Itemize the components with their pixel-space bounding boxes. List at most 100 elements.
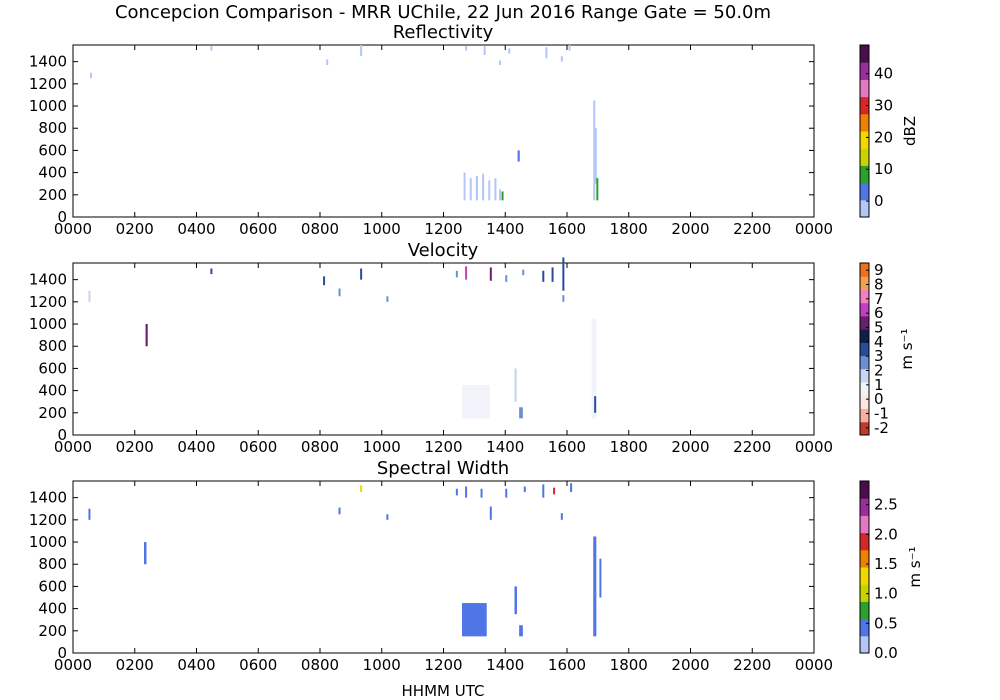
data-cell-velocity <box>88 290 91 302</box>
data-cell-reflectivity <box>465 46 468 51</box>
data-cell-reflectivity <box>326 59 329 65</box>
data-cell-velocity <box>360 268 363 280</box>
data-cell-reflectivity <box>482 173 485 201</box>
data-cell-spectral-width <box>462 603 487 637</box>
colorbar-segment <box>860 355 869 370</box>
x-tick-label: 1600 <box>548 220 586 238</box>
colorbar-label-spectral-width: m s⁻¹ <box>906 546 924 587</box>
y-ticks-velocity: 0 200 400 600 800 1000 1200 1400 <box>29 271 814 444</box>
colorbar-segment <box>860 498 869 516</box>
colorbar-tick-label: 4 <box>874 333 884 351</box>
data-cell-velocity <box>551 267 554 282</box>
x-tick-label: 0400 <box>177 220 215 238</box>
data-cell-velocity <box>522 269 525 276</box>
data-cell-spectral-width <box>455 488 458 496</box>
x-tick-label: 0400 <box>177 656 215 674</box>
colorbar-label-velocity: m s⁻¹ <box>898 328 916 369</box>
x-ticks-spectral-width: 0000 0200 0400 0600 0800 1000 1200 1400 1600 1800… <box>54 481 833 674</box>
colorbar-segment <box>860 289 869 304</box>
x-tick-label: 2200 <box>733 220 771 238</box>
data-cells-spectral-width <box>88 483 602 637</box>
panel-title-velocity: Velocity <box>408 240 479 261</box>
data-cell-reflectivity <box>568 45 571 51</box>
x-tick-label: 1400 <box>486 220 524 238</box>
colorbar-segment <box>860 148 869 166</box>
x-tick-label: 0600 <box>239 220 277 238</box>
colorbar-segment <box>860 62 869 80</box>
data-cell-velocity <box>455 270 458 278</box>
colorbar-tick-label: 20 <box>874 128 893 146</box>
x-tick-label: 0000 <box>54 438 92 456</box>
colorbar-segment <box>860 342 869 357</box>
x-tick-label: 0000 <box>54 220 92 238</box>
colorbar-tick-label: 40 <box>874 65 893 83</box>
y-tick-label: 1000 <box>29 533 67 551</box>
colorbar-reflectivity: 0 10 20 30 40 <box>859 44 893 218</box>
y-tick-label: 800 <box>38 119 67 137</box>
data-cell-spectral-width <box>560 513 563 520</box>
data-cell-velocity <box>505 275 508 282</box>
colorbar-tick-label: 7 <box>874 290 884 308</box>
colorbar-segment <box>860 329 869 343</box>
colorbar-segment <box>860 45 869 63</box>
data-cell-velocity <box>145 324 148 347</box>
colorbar-segment <box>860 96 869 115</box>
colorbar-tick-label: 10 <box>874 160 893 178</box>
colorbar-tick-label: 0.0 <box>874 644 898 662</box>
data-cell-spectral-width <box>480 488 483 498</box>
x-tick-label: 1000 <box>363 220 401 238</box>
x-tick-label: 1600 <box>548 438 586 456</box>
colorbar-segment <box>860 584 869 602</box>
data-cell-spectral-width <box>465 486 468 498</box>
data-cell-reflectivity <box>517 150 520 162</box>
data-cell-velocity <box>562 295 565 302</box>
data-cell-velocity <box>323 276 326 286</box>
y-tick-label: 400 <box>38 164 67 182</box>
x-tick-label: 0200 <box>116 438 154 456</box>
data-cell-reflectivity <box>488 180 491 201</box>
x-tick-label: 0200 <box>116 220 154 238</box>
x-tick-label: 2000 <box>671 656 709 674</box>
colorbar-tick-label: 6 <box>874 304 884 322</box>
data-cell-spectral-width <box>542 484 545 498</box>
colorbar-segment <box>860 368 869 383</box>
colorbar-tick-label: 2.0 <box>874 525 898 543</box>
y-tick-label: 1200 <box>29 75 67 93</box>
data-cells-reflectivity <box>89 45 599 201</box>
colorbar-segment <box>860 165 869 184</box>
colorbar-segment <box>860 131 869 149</box>
x-tick-label: 1000 <box>363 438 401 456</box>
colorbar-tick-label: 1.0 <box>874 585 898 603</box>
x-tick-label: 1800 <box>610 438 648 456</box>
colorbar-tick-label: 1.5 <box>874 555 898 573</box>
colorbar-segment <box>860 601 869 620</box>
colorbar-tick-label: -2 <box>874 419 889 437</box>
colorbar-tick-label: 0.5 <box>874 614 898 632</box>
data-cell-spectral-width <box>593 536 597 637</box>
y-tick-label: 600 <box>38 359 67 377</box>
colorbar-segment <box>860 635 869 654</box>
y-ticks-reflectivity: 0 200 400 600 800 1000 1200 1400 <box>29 53 814 226</box>
data-cell-velocity <box>562 257 565 291</box>
colorbar-segment <box>860 549 869 568</box>
colorbar-tick-label: 9 <box>874 261 884 279</box>
data-cell-velocity <box>210 268 213 275</box>
data-cell-spectral-width <box>386 514 389 520</box>
data-cell-reflectivity <box>596 178 599 201</box>
data-cell-velocity <box>514 368 517 402</box>
y-tick-label: 1200 <box>29 511 67 529</box>
x-tick-label: 0000 <box>795 220 833 238</box>
data-cell-velocity <box>519 407 523 419</box>
data-cell-spectral-width <box>519 625 523 637</box>
colorbar-segment <box>860 481 869 499</box>
data-cell-velocity <box>542 270 545 282</box>
y-tick-label: 0 <box>57 644 67 662</box>
y-tick-label: 400 <box>38 600 67 618</box>
colorbar-segment <box>860 79 869 98</box>
data-cell-velocity <box>594 396 597 413</box>
y-ticks-spectral-width: 0 200 400 600 800 1000 1200 1400 <box>29 489 814 662</box>
data-cell-reflectivity <box>499 60 502 65</box>
y-tick-label: 1000 <box>29 97 67 115</box>
x-tick-label: 2200 <box>733 438 771 456</box>
